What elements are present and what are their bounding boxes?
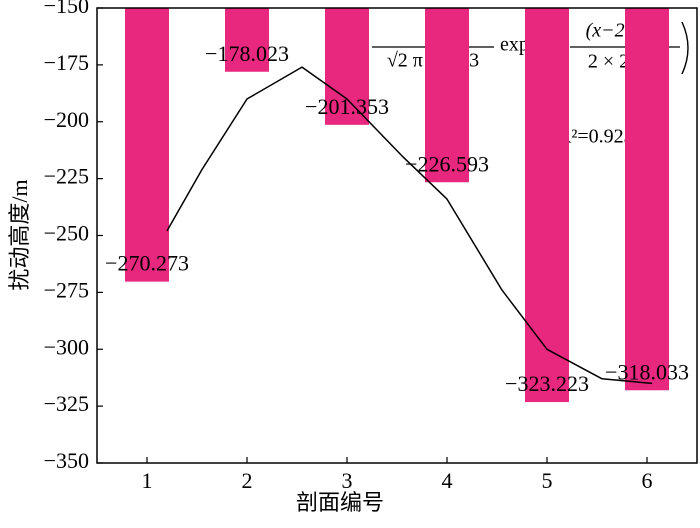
y-axis-label: 扰动高度/m: [7, 179, 32, 290]
x-tick-label: 6: [642, 468, 653, 493]
x-tick-label: 5: [542, 468, 553, 493]
x-tick-label: 4: [442, 468, 453, 493]
fit-curve: [166, 66, 653, 385]
bar: [625, 8, 669, 391]
bar: [125, 8, 169, 282]
value-label: −270.273: [105, 251, 189, 276]
x-tick-label: 3: [342, 468, 353, 493]
value-label: −178.023: [205, 41, 289, 66]
paren-right: [681, 21, 689, 75]
y-tick-label: −275: [44, 277, 89, 302]
y-tick-label: −300: [44, 334, 89, 359]
y-tick-label: −350: [44, 448, 89, 473]
x-tick-label: 1: [142, 468, 153, 493]
value-label: −201.353: [305, 94, 389, 119]
y-tick-label: −200: [44, 107, 89, 132]
y-tick-label: −225: [44, 164, 89, 189]
value-label: −226.593: [405, 151, 489, 176]
bar: [425, 8, 469, 183]
bar: [525, 8, 569, 403]
eq-func: exp: [500, 34, 529, 56]
plot-frame: [96, 7, 698, 464]
bar: [225, 8, 269, 72]
y-tick-label: −325: [44, 391, 89, 416]
value-label: −323.223: [505, 371, 589, 396]
y-tick-label: −175: [44, 50, 89, 75]
x-axis-label: 剖面编号: [296, 490, 384, 515]
x-tick-label: 2: [242, 468, 253, 493]
y-tick-label: −150: [44, 0, 89, 18]
bar: [325, 8, 369, 125]
y-tick-label: −250: [44, 221, 89, 246]
